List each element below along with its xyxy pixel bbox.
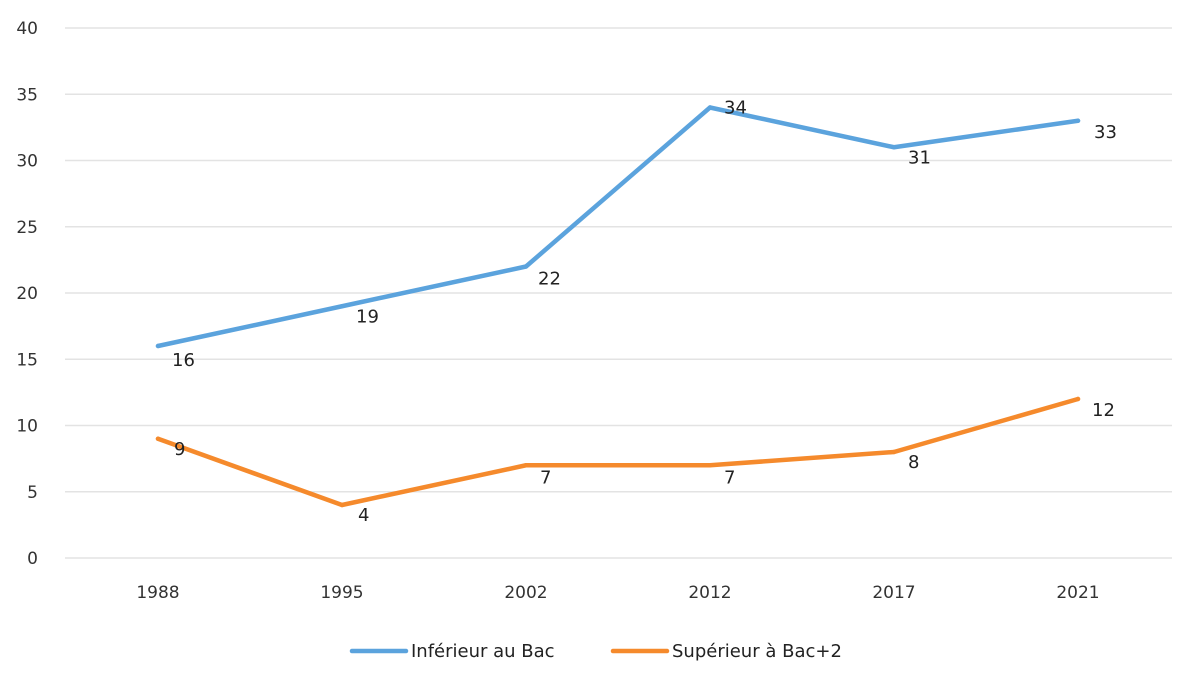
y-tick-label: 35: [16, 85, 38, 105]
y-tick-label: 20: [16, 284, 38, 304]
data-label: 31: [908, 147, 931, 168]
data-point: [339, 304, 345, 309]
y-tick-label: 15: [16, 350, 38, 370]
series-line: [155, 105, 1081, 349]
data-label: 7: [724, 467, 735, 488]
data-point: [707, 105, 713, 110]
gridlines: [65, 27, 1172, 559]
data-point: [523, 264, 529, 269]
data-point: [155, 436, 161, 441]
data-point: [1075, 118, 1081, 123]
data-point: [707, 463, 713, 468]
data-label: 19: [356, 306, 379, 327]
y-tick-label: 30: [16, 152, 38, 172]
x-tick-label: 2012: [688, 583, 731, 603]
data-label: 4: [358, 505, 369, 526]
x-tick-label: 1995: [320, 583, 363, 603]
x-tick-label: 2002: [504, 583, 547, 603]
series-lines: [155, 105, 1081, 508]
y-tick-label: 25: [16, 218, 38, 238]
data-label: 12: [1092, 400, 1115, 421]
data-point: [523, 463, 529, 468]
data-point: [891, 145, 897, 150]
data-point: [339, 502, 345, 508]
series-line: [155, 396, 1081, 508]
legend: Inférieur au Bac Supérieur à Bac+2: [349, 641, 842, 662]
data-label: 7: [540, 467, 551, 488]
y-tick-label: 40: [16, 19, 38, 39]
x-tick-label: 1988: [136, 583, 179, 603]
data-labels: 16 19 22 34 31 33 9 4 7 7 8 12: [172, 98, 1117, 527]
legend-label: Supérieur à Bac+2: [672, 641, 842, 662]
y-tick-label: 5: [27, 483, 38, 503]
y-tick-label: 10: [16, 417, 38, 437]
x-tick-label: 2021: [1056, 583, 1099, 603]
data-label: 8: [908, 452, 919, 473]
data-label: 9: [174, 439, 185, 460]
data-label: 34: [724, 98, 747, 119]
data-point: [155, 343, 161, 349]
data-point: [1075, 396, 1081, 402]
data-point: [891, 449, 897, 455]
data-label: 33: [1094, 122, 1117, 143]
legend-label: Inférieur au Bac: [411, 641, 555, 662]
x-axis: 1988 1995 2002 2012 2017 2021: [136, 583, 1099, 603]
y-tick-label: 0: [27, 549, 38, 569]
data-label: 16: [172, 350, 195, 371]
x-tick-label: 2017: [872, 583, 915, 603]
y-axis: 0 5 10 15 20 25 30 35 40: [16, 19, 38, 569]
data-label: 22: [538, 269, 561, 290]
